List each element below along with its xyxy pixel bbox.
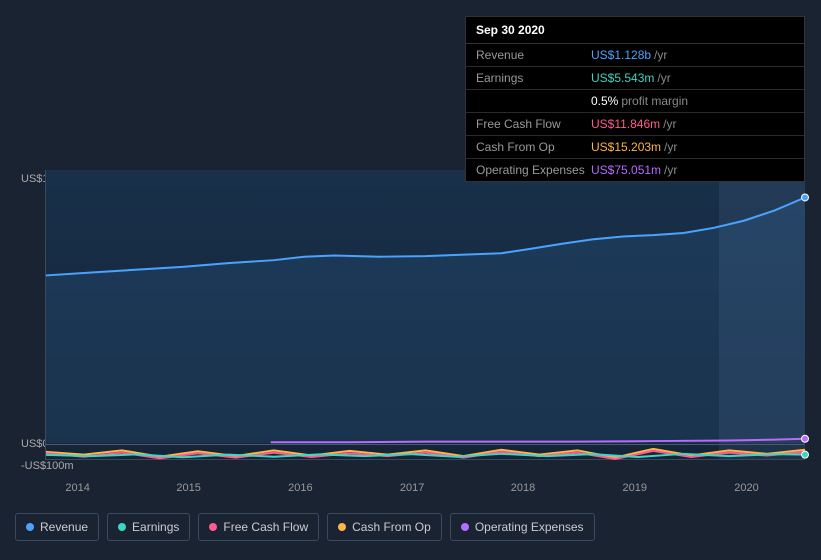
plot-area[interactable] xyxy=(45,170,805,460)
tooltip-row-value: US$15.203m/yr xyxy=(591,140,677,154)
tooltip-row-label: Operating Expenses xyxy=(476,163,591,177)
zero-baseline xyxy=(45,444,805,445)
legend-item[interactable]: Revenue xyxy=(15,513,99,541)
x-axis-tick: 2020 xyxy=(734,482,758,494)
legend-item[interactable]: Free Cash Flow xyxy=(198,513,319,541)
legend-item[interactable]: Earnings xyxy=(107,513,190,541)
data-tooltip: Sep 30 2020 RevenueUS$1.128b/yrEarningsU… xyxy=(465,16,805,182)
tooltip-row-label: Earnings xyxy=(476,71,591,85)
legend-dot-icon xyxy=(209,523,217,531)
tooltip-row: 0.5%profit margin xyxy=(466,90,804,113)
legend-item[interactable]: Cash From Op xyxy=(327,513,442,541)
tooltip-row: Cash From OpUS$15.203m/yr xyxy=(466,136,804,159)
legend-label: Revenue xyxy=(40,520,88,534)
tooltip-row-value: US$5.543m/yr xyxy=(591,71,671,85)
legend-label: Operating Expenses xyxy=(475,520,584,534)
tooltip-row-label: Cash From Op xyxy=(476,140,591,154)
tooltip-row: RevenueUS$1.128b/yr xyxy=(466,44,804,67)
x-axis-tick: 2016 xyxy=(288,482,312,494)
legend-label: Earnings xyxy=(132,520,179,534)
x-axis-tick: 2018 xyxy=(511,482,535,494)
chart-container: US$1bUS$0-US$100m xyxy=(15,150,805,480)
legend-dot-icon xyxy=(338,523,346,531)
tooltip-row-value: 0.5%profit margin xyxy=(591,94,688,108)
legend-dot-icon xyxy=(461,523,469,531)
tooltip-row: Free Cash FlowUS$11.846m/yr xyxy=(466,113,804,136)
tooltip-row-value: US$1.128b/yr xyxy=(591,48,667,62)
tooltip-row-label: Free Cash Flow xyxy=(476,117,591,131)
x-axis-tick: 2015 xyxy=(176,482,200,494)
legend: Revenue Earnings Free Cash Flow Cash From O… xyxy=(15,513,595,541)
x-axis: 2014 2015 2016 2017 2018 2019 2020 xyxy=(45,482,805,502)
x-axis-tick: 2017 xyxy=(400,482,424,494)
tooltip-row-value: US$75.051m/yr xyxy=(591,163,677,177)
legend-dot-icon xyxy=(118,523,126,531)
legend-dot-icon xyxy=(26,523,34,531)
legend-label: Cash From Op xyxy=(352,520,431,534)
tooltip-row-label xyxy=(476,94,591,108)
tooltip-row-value: US$11.846m/yr xyxy=(591,117,677,131)
tooltip-row: Operating ExpensesUS$75.051m/yr xyxy=(466,159,804,181)
chart-svg xyxy=(46,170,805,459)
legend-item[interactable]: Operating Expenses xyxy=(450,513,595,541)
x-axis-tick: 2019 xyxy=(623,482,647,494)
tooltip-rows: RevenueUS$1.128b/yrEarningsUS$5.543m/yr0… xyxy=(466,44,804,181)
tooltip-row-label: Revenue xyxy=(476,48,591,62)
tooltip-row: EarningsUS$5.543m/yr xyxy=(466,67,804,90)
tooltip-date: Sep 30 2020 xyxy=(466,17,804,44)
y-axis-label: -US$100m xyxy=(21,460,74,472)
legend-label: Free Cash Flow xyxy=(223,520,308,534)
x-axis-tick: 2014 xyxy=(65,482,89,494)
